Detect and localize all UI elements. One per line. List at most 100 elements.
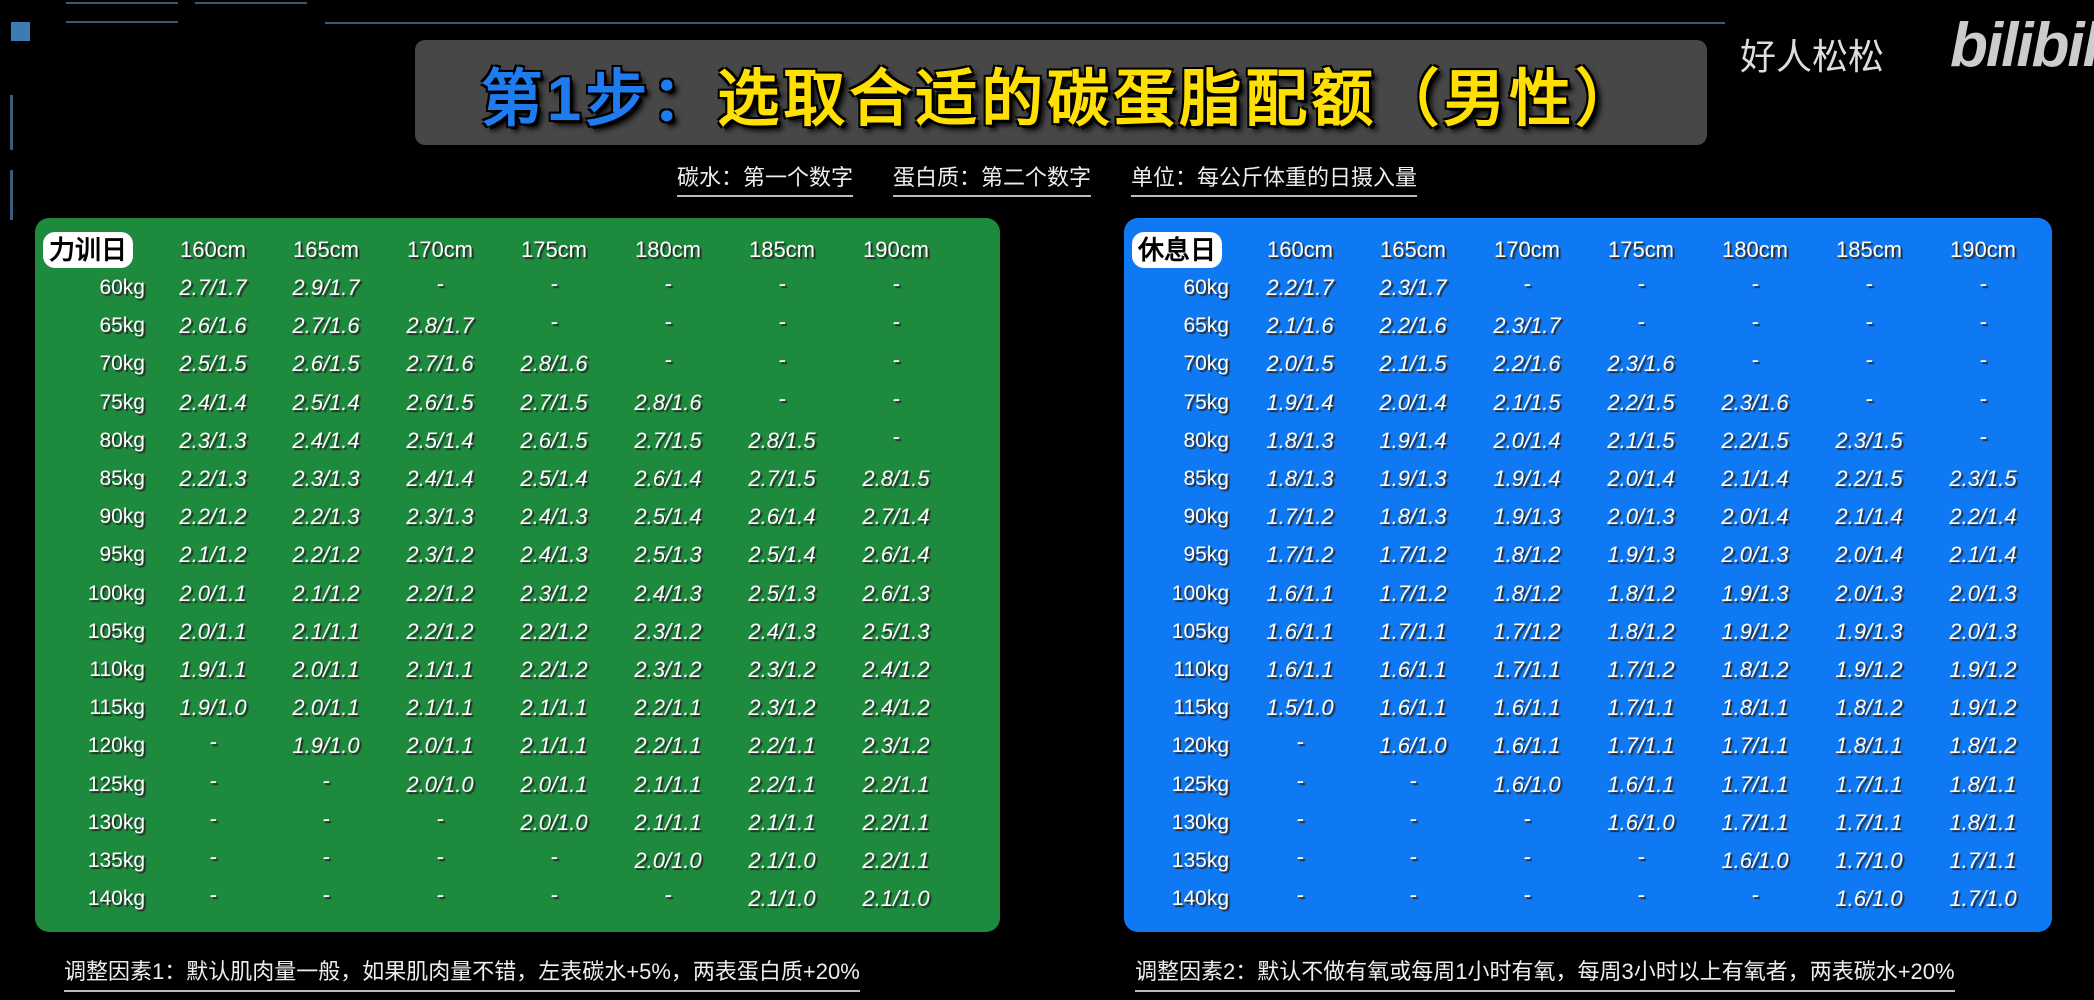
table-cell: 1.9/1.2 — [1835, 657, 1903, 682]
table-cell: - — [1979, 309, 1987, 335]
row-header-weight: 60kg — [99, 276, 145, 299]
table-cell: 1.9/1.2 — [1721, 618, 1789, 644]
table-cell: - — [1296, 729, 1304, 755]
column-header-height: 190cm — [862, 237, 930, 262]
bilibili-logo: bilibil — [1950, 11, 2094, 80]
row-header-weight: 140kg — [87, 887, 145, 911]
table-cell: - — [1409, 882, 1417, 908]
table-cell: - — [1523, 844, 1531, 869]
table-cell: 2.1/1.0 — [862, 886, 930, 912]
row-header-weight: 80kg — [1183, 428, 1229, 452]
training-day-tag: 力训日 — [43, 232, 134, 268]
table-cell: 2.5/1.3 — [748, 580, 816, 606]
table-cell: 2.0/1.1 — [520, 771, 588, 797]
table-cell: 1.8/1.3 — [1379, 504, 1447, 530]
table-cell: 1.8/1.2 — [1721, 657, 1789, 682]
legend-unit: 单位：每公斤体重的日摄入量 — [1131, 160, 1418, 197]
row-header-weight: 115kg — [1173, 696, 1229, 720]
column-header-height: 170cm — [1493, 237, 1561, 262]
table-cell: 1.8/1.1 — [1721, 695, 1789, 721]
table-cell: 1.8/1.1 — [1949, 771, 2017, 797]
table-cell: 2.2/1.2 — [179, 504, 247, 530]
table-cell: 2.9/1.7 — [292, 275, 360, 300]
table-cell: 2.0/1.4 — [1493, 427, 1561, 453]
table-cell: 1.8/1.2 — [1493, 580, 1561, 606]
table-cell: 1.7/1.0 — [1949, 886, 2017, 912]
table-cell: 2.3/1.6 — [1607, 351, 1675, 377]
table-cell: - — [436, 805, 444, 831]
table-cell: 2.1/1.5 — [1607, 427, 1675, 453]
table-cell: 2.0/1.1 — [292, 657, 360, 682]
table-cell: - — [209, 805, 217, 831]
table-cell: 2.4/1.4 — [292, 427, 360, 453]
row-header-weight: 100kg — [87, 581, 145, 605]
table-cell: 2.5/1.5 — [179, 351, 247, 377]
table-cell: - — [1865, 347, 1873, 373]
row-header-weight: 125kg — [87, 772, 145, 796]
table-cell: 2.1/1.1 — [748, 809, 816, 835]
row-header-weight: 140kg — [1171, 887, 1229, 911]
table-cell: 2.0/1.4 — [1721, 504, 1789, 530]
table-cell: 2.8/1.7 — [406, 313, 474, 339]
legend-protein: 蛋白质：第二个数字 — [892, 160, 1091, 197]
table-cell: 2.3/1.7 — [1379, 275, 1447, 300]
table-cell: 2.1/1.5 — [1379, 351, 1447, 377]
adjustment-note-2: 调整因素2：默认不做有氧或每周1小时有氧，每周3小时以上有氧者，两表碳水+20% — [1135, 954, 1955, 992]
table-cell: - — [209, 729, 217, 755]
table-cell: 2.0/1.0 — [634, 848, 702, 873]
row-header-weight: 65kg — [1183, 314, 1229, 338]
table-cell: 1.7/1.1 — [1835, 809, 1903, 835]
table-cell: 1.8/1.2 — [1949, 733, 2017, 759]
row-header-weight: 90kg — [99, 505, 145, 529]
circuit-decoration — [66, 21, 178, 23]
table-cell: 2.6/1.4 — [862, 542, 930, 568]
table-cell: 2.0/1.3 — [1721, 542, 1789, 568]
table-cell: 2.1/1.4 — [1721, 466, 1789, 491]
training-day-table: 力训日 160cm 165cm 170cm 175cm 180cm 185cm 190cm 6… — [35, 218, 1000, 932]
table-cell: 2.0/1.4 — [1835, 542, 1903, 568]
table-cell: 2.1/1.1 — [634, 771, 702, 797]
table-cell: 2.3/1.5 — [1949, 466, 2017, 491]
table-cell: 2.8/1.5 — [862, 466, 930, 491]
table-cell: 2.2/1.6 — [1493, 351, 1561, 377]
row-header-weight: 115kg — [89, 696, 145, 720]
table-cell: 2.4/1.2 — [862, 695, 930, 721]
table-cell: 2.1/1.1 — [634, 809, 702, 835]
table-cell: 1.7/1.1 — [1721, 809, 1789, 835]
table-cell: 2.1/1.1 — [406, 695, 474, 721]
table-cell: 2.0/1.4 — [1607, 466, 1675, 491]
rest-day-table: 休息日 160cm 165cm 170cm 175cm 180cm 185cm 190cm 6… — [1124, 218, 2052, 932]
row-header-weight: 120kg — [87, 734, 145, 758]
table-cell: - — [1979, 385, 1987, 411]
table-cell: 2.5/1.4 — [748, 542, 816, 568]
table-cell: 1.8/1.2 — [1607, 618, 1675, 644]
circuit-decoration — [66, 2, 178, 4]
table-cell: - — [1751, 271, 1759, 296]
table-cell: 2.1/1.4 — [1949, 542, 2017, 568]
table-cell: 1.8/1.2 — [1835, 695, 1903, 721]
circuit-decoration — [195, 2, 307, 4]
table-cell: 2.0/1.1 — [179, 580, 247, 606]
column-header-height: 180cm — [1721, 237, 1789, 262]
table-cell: 2.1/1.1 — [292, 618, 360, 644]
table-cell: 2.0/1.1 — [406, 733, 474, 759]
table-cell: 1.9/1.3 — [1721, 580, 1789, 606]
column-header-height: 175cm — [520, 237, 588, 262]
table-cell: 2.3/1.2 — [634, 618, 702, 644]
table-cell: 1.8/1.1 — [1835, 733, 1903, 759]
table-cell: 1.6/1.1 — [1266, 580, 1334, 606]
table-cell: 2.3/1.2 — [862, 733, 930, 759]
table-cell: 2.7/1.4 — [862, 504, 930, 530]
table-cell: 2.4/1.3 — [520, 542, 588, 568]
table-cell: 2.2/1.6 — [1379, 313, 1447, 339]
table-cell: 2.0/1.3 — [1607, 504, 1675, 530]
table-cell: - — [1865, 271, 1873, 296]
table-cell: 2.1/1.5 — [1493, 389, 1561, 415]
column-header-height: 185cm — [748, 237, 816, 262]
table-cell: - — [1296, 882, 1304, 908]
circuit-decoration — [10, 170, 13, 220]
row-header-weight: 90kg — [1183, 505, 1229, 529]
table-cell: - — [1979, 423, 1987, 449]
table-cell: 2.0/1.3 — [1835, 580, 1903, 606]
table-cell: - — [322, 882, 330, 908]
